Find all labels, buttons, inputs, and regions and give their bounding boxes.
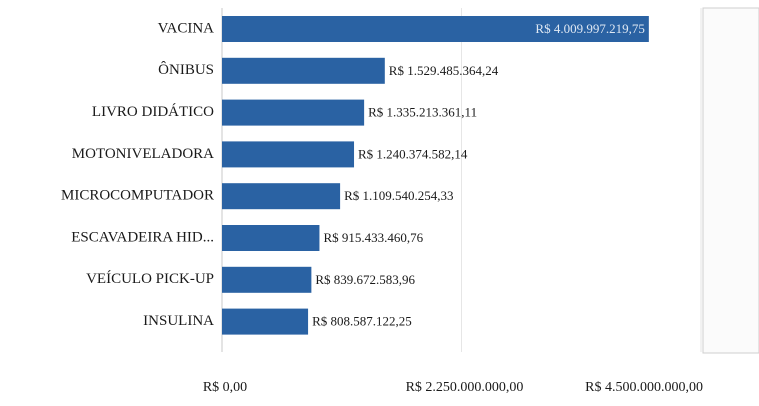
category-label: INSULINA xyxy=(143,313,214,329)
value-label: R$ 839.672.583,96 xyxy=(315,272,415,287)
category-label: MOTONIVELADORA xyxy=(72,146,214,162)
value-label: R$ 1.335.213.361,11 xyxy=(368,105,477,120)
category-label: VEÍCULO PICK-UP xyxy=(86,270,214,287)
bar xyxy=(222,57,385,84)
category-label: MICROCOMPUTADOR xyxy=(61,188,214,204)
bar xyxy=(222,183,341,210)
value-label: R$ 808.587.122,25 xyxy=(312,314,412,329)
category-label: ESCAVADEIRA HID... xyxy=(71,229,214,245)
bar xyxy=(222,266,312,293)
bar xyxy=(222,308,309,335)
value-label: R$ 915.433.460,76 xyxy=(323,230,423,245)
x-tick-label: R$ 0,00 xyxy=(203,380,247,395)
category-label: LIVRO DIDÁTICO xyxy=(92,103,214,120)
category-label: VACINA xyxy=(158,20,215,36)
bar xyxy=(222,16,649,42)
bar xyxy=(222,225,320,251)
value-label: R$ 1.109.540.254,33 xyxy=(344,188,453,203)
value-label: R$ 4.009.997.219,75 xyxy=(535,21,644,36)
category-label: ÔNIBUS xyxy=(158,61,214,78)
side-panel xyxy=(702,7,759,354)
x-tick-label: R$ 2.250.000.000,00 xyxy=(406,380,524,395)
bar xyxy=(222,99,365,126)
bar xyxy=(222,141,355,168)
value-label: R$ 1.240.374.582,14 xyxy=(358,146,468,161)
x-tick-label: R$ 4.500.000.000,00 xyxy=(585,380,703,395)
value-label: R$ 1.529.485.364,24 xyxy=(389,63,499,78)
